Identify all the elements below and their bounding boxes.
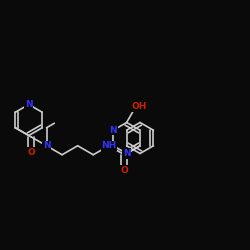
Text: N: N	[109, 126, 117, 135]
Text: OH: OH	[132, 102, 147, 112]
Text: O: O	[27, 148, 35, 156]
Text: N: N	[25, 100, 32, 109]
Text: O: O	[120, 166, 128, 174]
Text: N: N	[123, 149, 130, 158]
Text: NH: NH	[101, 141, 116, 150]
Text: N: N	[43, 141, 50, 150]
